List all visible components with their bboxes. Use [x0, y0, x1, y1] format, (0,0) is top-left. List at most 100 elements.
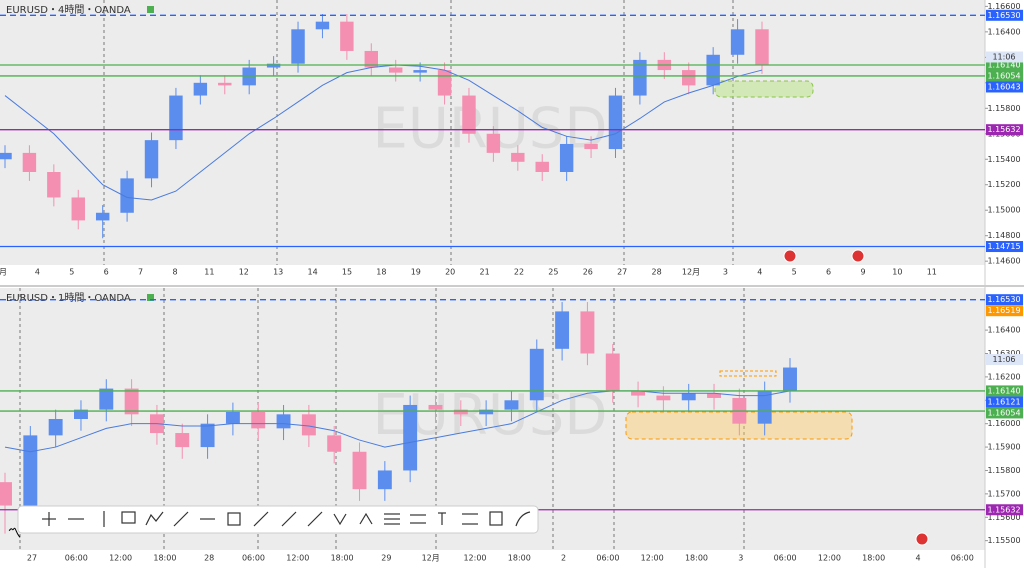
- level-label: 1.16054: [987, 408, 1020, 417]
- level-label-bg: [986, 241, 1023, 253]
- y-tick-label: 1.15600: [987, 513, 1020, 522]
- level-label-bg: [986, 407, 1023, 419]
- x-tick-label: 12月: [682, 268, 700, 277]
- candle-body: [315, 21, 330, 30]
- x-tick-label: 12: [239, 268, 249, 277]
- x-tick-label: 06:00: [242, 554, 265, 563]
- top-pane-bg: [0, 0, 985, 265]
- candle-body: [74, 409, 88, 419]
- tool-icon[interactable]: [333, 513, 347, 526]
- clock-bg: [986, 51, 1023, 63]
- x-tick-label: 7: [138, 268, 143, 277]
- candle-body: [352, 451, 367, 490]
- x-tick-label: 06:00: [65, 554, 88, 563]
- candle-body: [71, 197, 85, 221]
- candle-body: [340, 21, 354, 51]
- candle-body: [301, 414, 316, 436]
- event-icon[interactable]: [851, 249, 865, 263]
- level-label: 1.16530: [987, 11, 1020, 20]
- tool-icon[interactable]: [173, 511, 189, 527]
- event-icon[interactable]: [915, 532, 929, 546]
- candle-body: [144, 140, 159, 179]
- y-tick-label: 1.14600: [987, 257, 1020, 266]
- level-label: 1.16519: [987, 306, 1020, 315]
- level-label-bg: [986, 59, 1023, 71]
- level-label: 1.15632: [987, 505, 1020, 514]
- tool-icon[interactable]: [489, 511, 503, 526]
- candle-body: [175, 433, 190, 448]
- zone-box: [714, 80, 814, 98]
- level-label-bg: [986, 385, 1023, 397]
- level-label-bg: [986, 305, 1023, 317]
- candle-body: [403, 404, 418, 471]
- x-tick-label: 06:00: [951, 554, 974, 563]
- x-tick-label: 21: [480, 268, 490, 277]
- candle-body: [95, 212, 110, 221]
- x-tick-label: 06:00: [774, 554, 797, 563]
- tool-icon[interactable]: [253, 511, 269, 527]
- candle-body: [706, 54, 720, 86]
- zone-box: [719, 370, 777, 377]
- tool-icon[interactable]: [307, 511, 323, 527]
- logo: 〽: [8, 527, 21, 542]
- x-tick-label: 18:00: [153, 554, 176, 563]
- candle-body: [169, 95, 183, 141]
- x-tick-label: 12:00: [286, 554, 309, 563]
- tool-icon[interactable]: [359, 512, 373, 525]
- y-tick-label: 1.15800: [987, 466, 1020, 475]
- tool-icon[interactable]: [227, 512, 241, 526]
- candle-body: [120, 178, 134, 213]
- candle-body: [559, 143, 574, 172]
- x-tick-label: 6: [104, 268, 109, 277]
- level-label: 1.14715: [987, 242, 1020, 251]
- candle-body: [633, 59, 647, 96]
- tool-icon[interactable]: [515, 511, 531, 527]
- candle-body: [428, 404, 443, 410]
- x-tick-label: 4: [757, 268, 762, 277]
- pane-title: EURUSD・4時間・OANDA: [6, 4, 131, 16]
- candle-body: [631, 390, 646, 396]
- level-label: 1.16140: [987, 386, 1020, 395]
- level-label: 1.16530: [987, 295, 1020, 304]
- x-tick-label: 29: [381, 554, 391, 563]
- tool-icon[interactable]: [121, 511, 136, 524]
- level-label: 1.16043: [987, 82, 1020, 91]
- candle-body: [730, 29, 745, 55]
- clock-label: 11:06: [992, 355, 1015, 364]
- candle-body: [388, 67, 403, 73]
- x-tick-label: 18:00: [331, 554, 354, 563]
- x-tick-label: 18:00: [862, 554, 885, 563]
- x-tick-label: 19: [411, 268, 421, 277]
- event-icon[interactable]: [783, 249, 797, 263]
- x-tick-label: 6: [826, 268, 831, 277]
- candle-body: [364, 50, 379, 68]
- candle-body: [682, 70, 696, 86]
- x-tick-label: 18:00: [685, 554, 708, 563]
- tool-icon[interactable]: [281, 511, 297, 527]
- x-tick-label: 3: [738, 554, 743, 563]
- candle-body: [251, 411, 266, 429]
- candle-body: [47, 171, 61, 198]
- y-tick-label: 1.16400: [987, 27, 1020, 36]
- x-tick-label: 27: [617, 268, 627, 277]
- y-tick-label: 1.15800: [987, 104, 1020, 113]
- y-tick-label: 1.16200: [987, 372, 1020, 381]
- x-tick-label: 25: [548, 268, 558, 277]
- level-label-bg: [986, 294, 1023, 306]
- candle-body: [511, 152, 525, 162]
- tool-icon[interactable]: [145, 511, 164, 526]
- x-tick-label: 10: [892, 268, 902, 277]
- level-label-bg: [986, 70, 1023, 82]
- candle-body: [580, 311, 595, 354]
- x-tick-label: 12:00: [818, 554, 841, 563]
- x-tick-label: 28: [652, 268, 662, 277]
- x-tick-label: 3: [723, 268, 728, 277]
- candle-body: [504, 400, 519, 410]
- x-tick-label: 5: [792, 268, 797, 277]
- level-label-bg: [986, 396, 1023, 408]
- y-tick-label: 1.16600: [987, 2, 1020, 11]
- status-dot: [147, 6, 154, 13]
- level-label: 1.16140: [987, 60, 1020, 69]
